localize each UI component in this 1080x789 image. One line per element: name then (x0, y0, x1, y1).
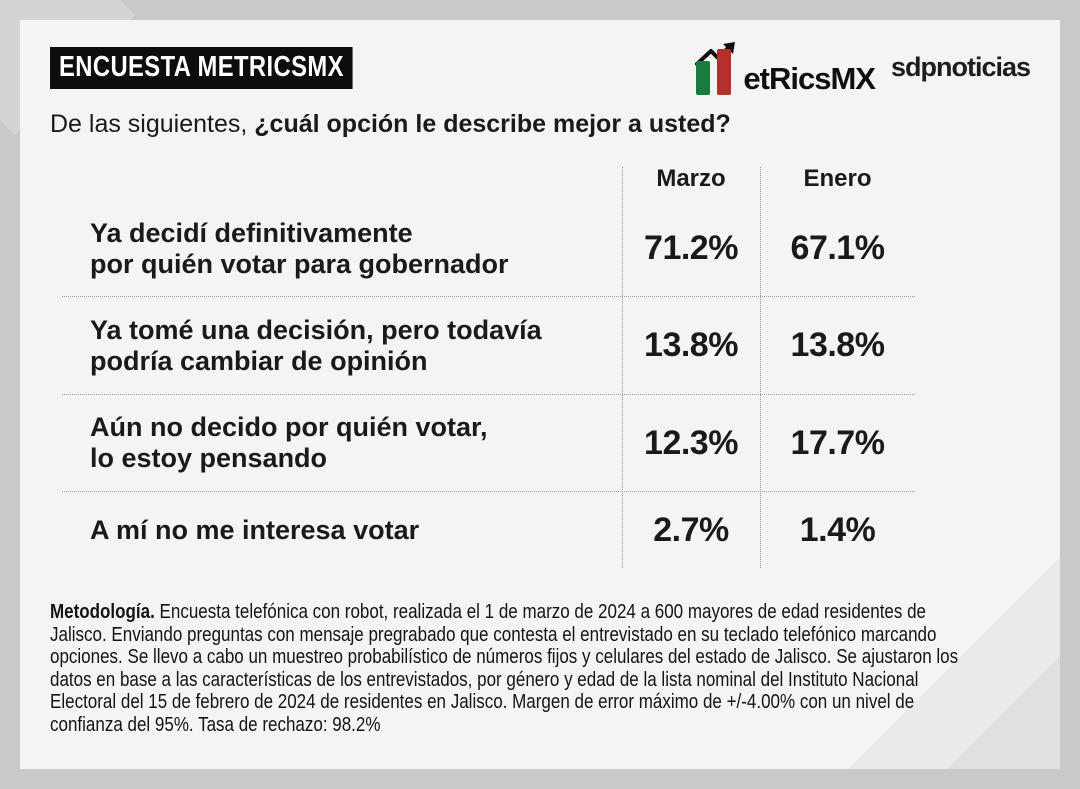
table-header-row: Marzo Enero (62, 157, 915, 201)
results-table: Marzo Enero Ya decidí definitivamente po… (62, 157, 915, 568)
column-header-enero: Enero (803, 165, 872, 192)
metricsmx-bars-arrow-icon (694, 42, 740, 96)
survey-title-badge: ENCUESTA METRICSMX (50, 47, 353, 89)
option-label: A mí no me interesa votar (90, 514, 420, 545)
value-enero: 67.1% (790, 229, 885, 267)
metricsmx-logo: etRicsMX (694, 42, 876, 96)
table-row: Ya decidí definitivamente por quién vota… (62, 201, 915, 297)
value-marzo: 12.3% (644, 423, 738, 462)
header-spacer (62, 157, 622, 201)
brand-logos: etRicsMX sdpnoticias (694, 42, 1031, 96)
column-divider-enero (760, 167, 761, 568)
value-marzo: 2.7% (653, 510, 729, 549)
methodology-note: Metodología. Encuesta telefónica con rob… (50, 601, 1002, 736)
value-marzo: 13.8% (644, 326, 738, 364)
table-row: A mí no me interesa votar 2.7% 1.4% (62, 492, 915, 568)
option-label: Aún no decido por quién votar, lo estoy … (90, 412, 488, 473)
option-label: Ya decidí definitivamente por quién vota… (90, 217, 509, 279)
metricsmx-wordmark: etRicsMX (743, 61, 876, 96)
value-enero: 17.7% (790, 423, 885, 462)
infographic-card: ENCUESTA METRICSMX etRicsMX sdpnoticias … (20, 20, 1060, 769)
question-prefix: De las siguientes, (50, 110, 255, 138)
column-header-marzo: Marzo (656, 165, 726, 192)
table-row: Aún no decido por quién votar, lo estoy … (62, 395, 915, 492)
question-emphasis: ¿cuál opción le describe mejor a usted? (254, 110, 731, 138)
sdpnoticias-wordmark: sdpnoticias (890, 51, 1031, 82)
column-divider-marzo (622, 167, 623, 568)
value-enero: 1.4% (799, 510, 876, 549)
methodology-lead: Metodología. (50, 601, 155, 623)
value-marzo: 71.2% (644, 229, 738, 267)
table-row: Ya tomé una decisión, pero todavía podrí… (62, 297, 915, 395)
option-label: Ya tomé una decisión, pero todavía podrí… (90, 314, 542, 376)
methodology-text: Encuesta telefónica con robot, realizada… (50, 601, 959, 736)
value-enero: 13.8% (790, 326, 885, 364)
survey-question: De las siguientes, ¿cuál opción le descr… (50, 110, 731, 139)
